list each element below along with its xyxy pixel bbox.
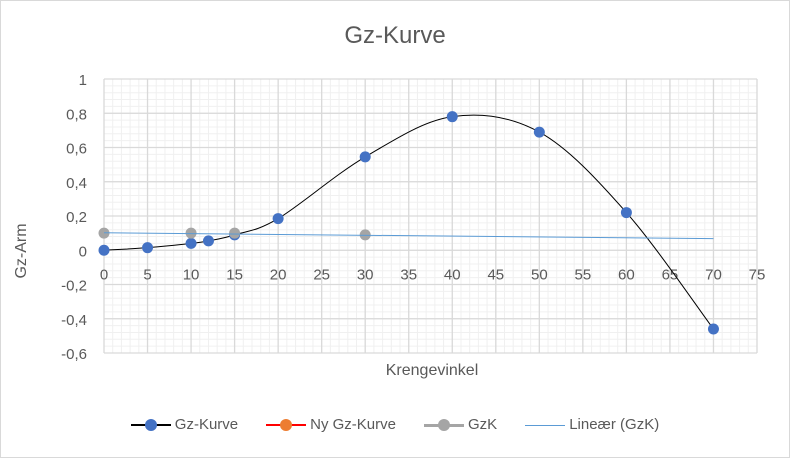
legend-label: Ny Gz-Kurve	[310, 416, 396, 433]
legend-swatch-icon	[266, 418, 307, 431]
legend-swatch-icon	[130, 418, 171, 431]
chart-title: Gz-Kurve	[344, 22, 446, 49]
legend-swatch-icon	[525, 419, 566, 431]
data-point-gz-kurve	[446, 111, 458, 123]
y-tick-label: -0,4	[61, 312, 87, 329]
data-point-gz-kurve	[707, 323, 719, 335]
legend-item: Ny Gz-Kurve	[266, 416, 396, 433]
legend-item: Gz-Kurve	[130, 416, 239, 433]
data-point-gz-kurve	[202, 235, 214, 247]
x-tick-label: 50	[531, 266, 548, 283]
data-point-gz-kurve	[98, 244, 110, 256]
y-tick-label: -0,2	[61, 278, 87, 295]
x-tick-label: 0	[100, 266, 108, 283]
data-point-gz-kurve	[185, 237, 197, 249]
y-tick-label: -0,6	[61, 346, 87, 363]
y-tick-label: 0,8	[66, 106, 87, 123]
y-tick-label: 0,2	[66, 209, 87, 226]
legend-label: GzK	[468, 416, 498, 433]
data-point-gz-kurve	[272, 213, 284, 225]
x-tick-label: 5	[143, 266, 151, 283]
legend-label: Gz-Kurve	[174, 416, 239, 433]
y-tick-label: 0,6	[66, 141, 87, 158]
legend-swatch-icon	[424, 418, 464, 431]
legend-label: Lineær (GzK)	[569, 416, 660, 433]
x-tick-label: 45	[487, 266, 504, 283]
data-point-gzk	[229, 227, 241, 239]
y-tick-label: 0	[79, 243, 87, 260]
x-tick-label: 20	[270, 266, 287, 283]
x-tick-label: 75	[749, 266, 766, 283]
legend-item: GzK	[424, 416, 497, 433]
x-axis-label: Krengevinkel	[385, 362, 479, 379]
x-tick-label: 15	[226, 266, 243, 283]
legend: Gz-Kurve Ny Gz-Kurve GzK Lineær (GzK)	[0, 416, 790, 433]
x-tick-label: 35	[400, 266, 417, 283]
x-tick-label: 40	[444, 266, 461, 283]
legend-item: Lineær (GzK)	[525, 416, 659, 433]
data-point-gz-kurve	[359, 151, 371, 163]
y-tick-label: 1	[79, 72, 87, 89]
data-point-gz-kurve	[142, 242, 154, 254]
x-tick-label: 55	[575, 266, 592, 283]
data-point-gz-kurve	[533, 126, 545, 138]
x-tick-label: 10	[183, 266, 200, 283]
x-tick-label: 60	[618, 266, 635, 283]
x-tick-label: 30	[357, 266, 374, 283]
x-tick-label: 25	[313, 266, 330, 283]
trendline-line-r-gzk-	[103, 232, 714, 240]
data-point-gz-kurve	[620, 207, 632, 219]
x-tick-label: 65	[662, 266, 679, 283]
y-tick-label: 0,4	[66, 175, 87, 192]
x-tick-label: 70	[705, 266, 722, 283]
